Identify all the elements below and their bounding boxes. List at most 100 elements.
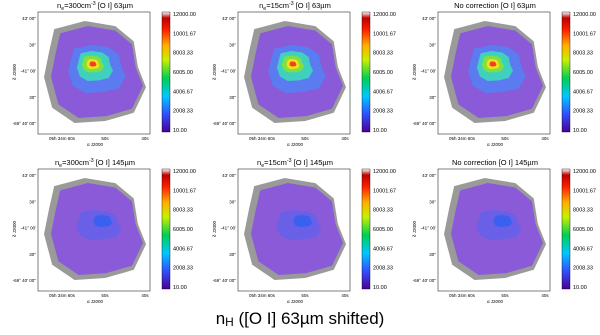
superscript: -3	[287, 158, 292, 164]
colorbar-label: 10001.67	[573, 188, 596, 194]
text-rest: [O I] 145µm	[94, 158, 135, 167]
x-tick-label: 50s	[501, 293, 509, 298]
subscript: e	[59, 163, 62, 169]
x-tick-label: 50s	[301, 293, 309, 298]
superscript: -3	[289, 1, 294, 7]
colorbar-label: 4006.67	[173, 246, 193, 252]
subscript: e	[61, 6, 64, 12]
colorbar	[161, 11, 171, 133]
symbol: n	[259, 1, 263, 10]
y-tick-label: -69° 40' 00''	[213, 121, 237, 126]
y-tick-label: 30''	[229, 95, 236, 100]
colorbar-label: 8003.33	[573, 208, 593, 214]
x-tick-label: 40s	[141, 293, 149, 298]
superscript: -3	[91, 1, 96, 7]
subscript: H	[225, 315, 234, 329]
y-axis-label: δ J2000	[412, 221, 417, 238]
x-axis-label: α J2000	[287, 142, 304, 147]
y-tick-label: 30''	[229, 42, 236, 47]
map-level	[293, 215, 313, 227]
x-tick-label: 05h 34m 60s	[449, 293, 476, 298]
text: =15cm	[264, 158, 287, 167]
x-tick-label: 50s	[501, 136, 509, 141]
y-tick-label: 43' 00''	[22, 16, 36, 21]
y-tick-label: -41° 00'	[421, 226, 437, 231]
colorbar-label: 6005.00	[573, 227, 593, 233]
colorbar-label: 10.00	[373, 285, 387, 291]
colorbar	[361, 168, 371, 290]
text: No correction [O I] 63µm	[454, 1, 536, 10]
y-tick-label: 30''	[429, 42, 436, 47]
text: =300cm	[64, 1, 91, 10]
panel-title: ne=300cm-3 [O I] 63µm	[57, 1, 133, 12]
colorbar	[561, 168, 571, 290]
colorbar-label: 6005.00	[173, 227, 193, 233]
y-axis-label: δ J2000	[212, 221, 217, 238]
colorbar-label: 12000.00	[573, 169, 596, 175]
colorbar-label: 2008.33	[573, 266, 593, 272]
colorbar-label: 8003.33	[373, 208, 393, 214]
y-tick-label: 43' 00''	[422, 16, 436, 21]
panel: ne=300cm-3 [O I] 145µm 43' 00'' 30'' -41° 0…	[12, 158, 196, 304]
colorbar-label: 2008.33	[373, 109, 393, 115]
subscript: e	[263, 6, 266, 12]
y-tick-label: 30''	[429, 199, 436, 204]
x-axis-label: α J2000	[87, 142, 104, 147]
y-tick-label: -69° 40' 00''	[413, 121, 437, 126]
y-tick-label: -69° 40' 00''	[13, 278, 37, 283]
symbol: n	[55, 158, 59, 167]
text-rest: [O I] 63µm	[96, 1, 133, 10]
x-tick-label: 40s	[341, 136, 349, 141]
colorbar-label: 12000.00	[373, 12, 396, 18]
text-rest: [O I] 145µm	[292, 158, 333, 167]
colorbar-label: 6005.00	[573, 70, 593, 76]
colorbar-label: 12000.00	[173, 169, 196, 175]
colorbar-label: 8003.33	[173, 51, 193, 57]
colorbar-label: 12000.00	[573, 12, 596, 18]
colorbar	[561, 11, 571, 133]
colorbar-label: 10001.67	[373, 188, 396, 194]
map-level	[89, 61, 97, 67]
text-rest: [O I] 63µm	[294, 1, 331, 10]
x-tick-label: 05h 34m 60s	[249, 293, 276, 298]
colorbar-label: 12000.00	[373, 169, 396, 175]
subscript: e	[261, 163, 264, 169]
map-level	[489, 61, 497, 67]
map-level	[493, 215, 513, 227]
colorbar-label: 4006.67	[373, 246, 393, 252]
y-axis-label: δ J2000	[212, 64, 217, 81]
colorbar-label: 10.00	[173, 128, 187, 134]
y-tick-label: -41° 00'	[221, 226, 237, 231]
caption: nH ([O I] 63µm shifted)	[216, 309, 385, 329]
y-axis-label: δ J2000	[412, 64, 417, 81]
colorbar-label: 10.00	[173, 285, 187, 291]
x-tick-label: 05h 34m 60s	[249, 136, 276, 141]
y-tick-label: 43' 00''	[422, 173, 436, 178]
text: ([O I] 63µm shifted)	[234, 309, 385, 328]
y-tick-label: -69° 40' 00''	[213, 278, 237, 283]
panel: ne=15cm-3 [O I] 63µm 43' 00'' 30'' -41° 00'…	[212, 1, 396, 147]
colorbar-label: 8003.33	[373, 51, 393, 57]
y-tick-label: 30''	[29, 199, 36, 204]
colorbar-label: 6005.00	[173, 70, 193, 76]
y-tick-label: -41° 00'	[421, 69, 437, 74]
y-tick-label: 30''	[429, 95, 436, 100]
x-axis-label: α J2000	[87, 299, 104, 304]
x-tick-label: 05h 34m 60s	[49, 136, 76, 141]
y-tick-label: 30''	[429, 252, 436, 257]
colorbar-label: 10001.67	[373, 31, 396, 37]
colorbar-label: 10001.67	[173, 31, 196, 37]
x-tick-label: 50s	[101, 293, 109, 298]
y-tick-label: -69° 40' 00''	[413, 278, 437, 283]
symbol: n	[216, 309, 225, 328]
x-tick-label: 40s	[141, 136, 149, 141]
x-tick-label: 40s	[541, 293, 549, 298]
x-tick-label: 40s	[541, 136, 549, 141]
map-level	[93, 215, 113, 227]
colorbar-label: 10001.67	[173, 188, 196, 194]
text: =15cm	[266, 1, 289, 10]
x-axis-label: α J2000	[487, 142, 504, 147]
colorbar	[161, 168, 171, 290]
